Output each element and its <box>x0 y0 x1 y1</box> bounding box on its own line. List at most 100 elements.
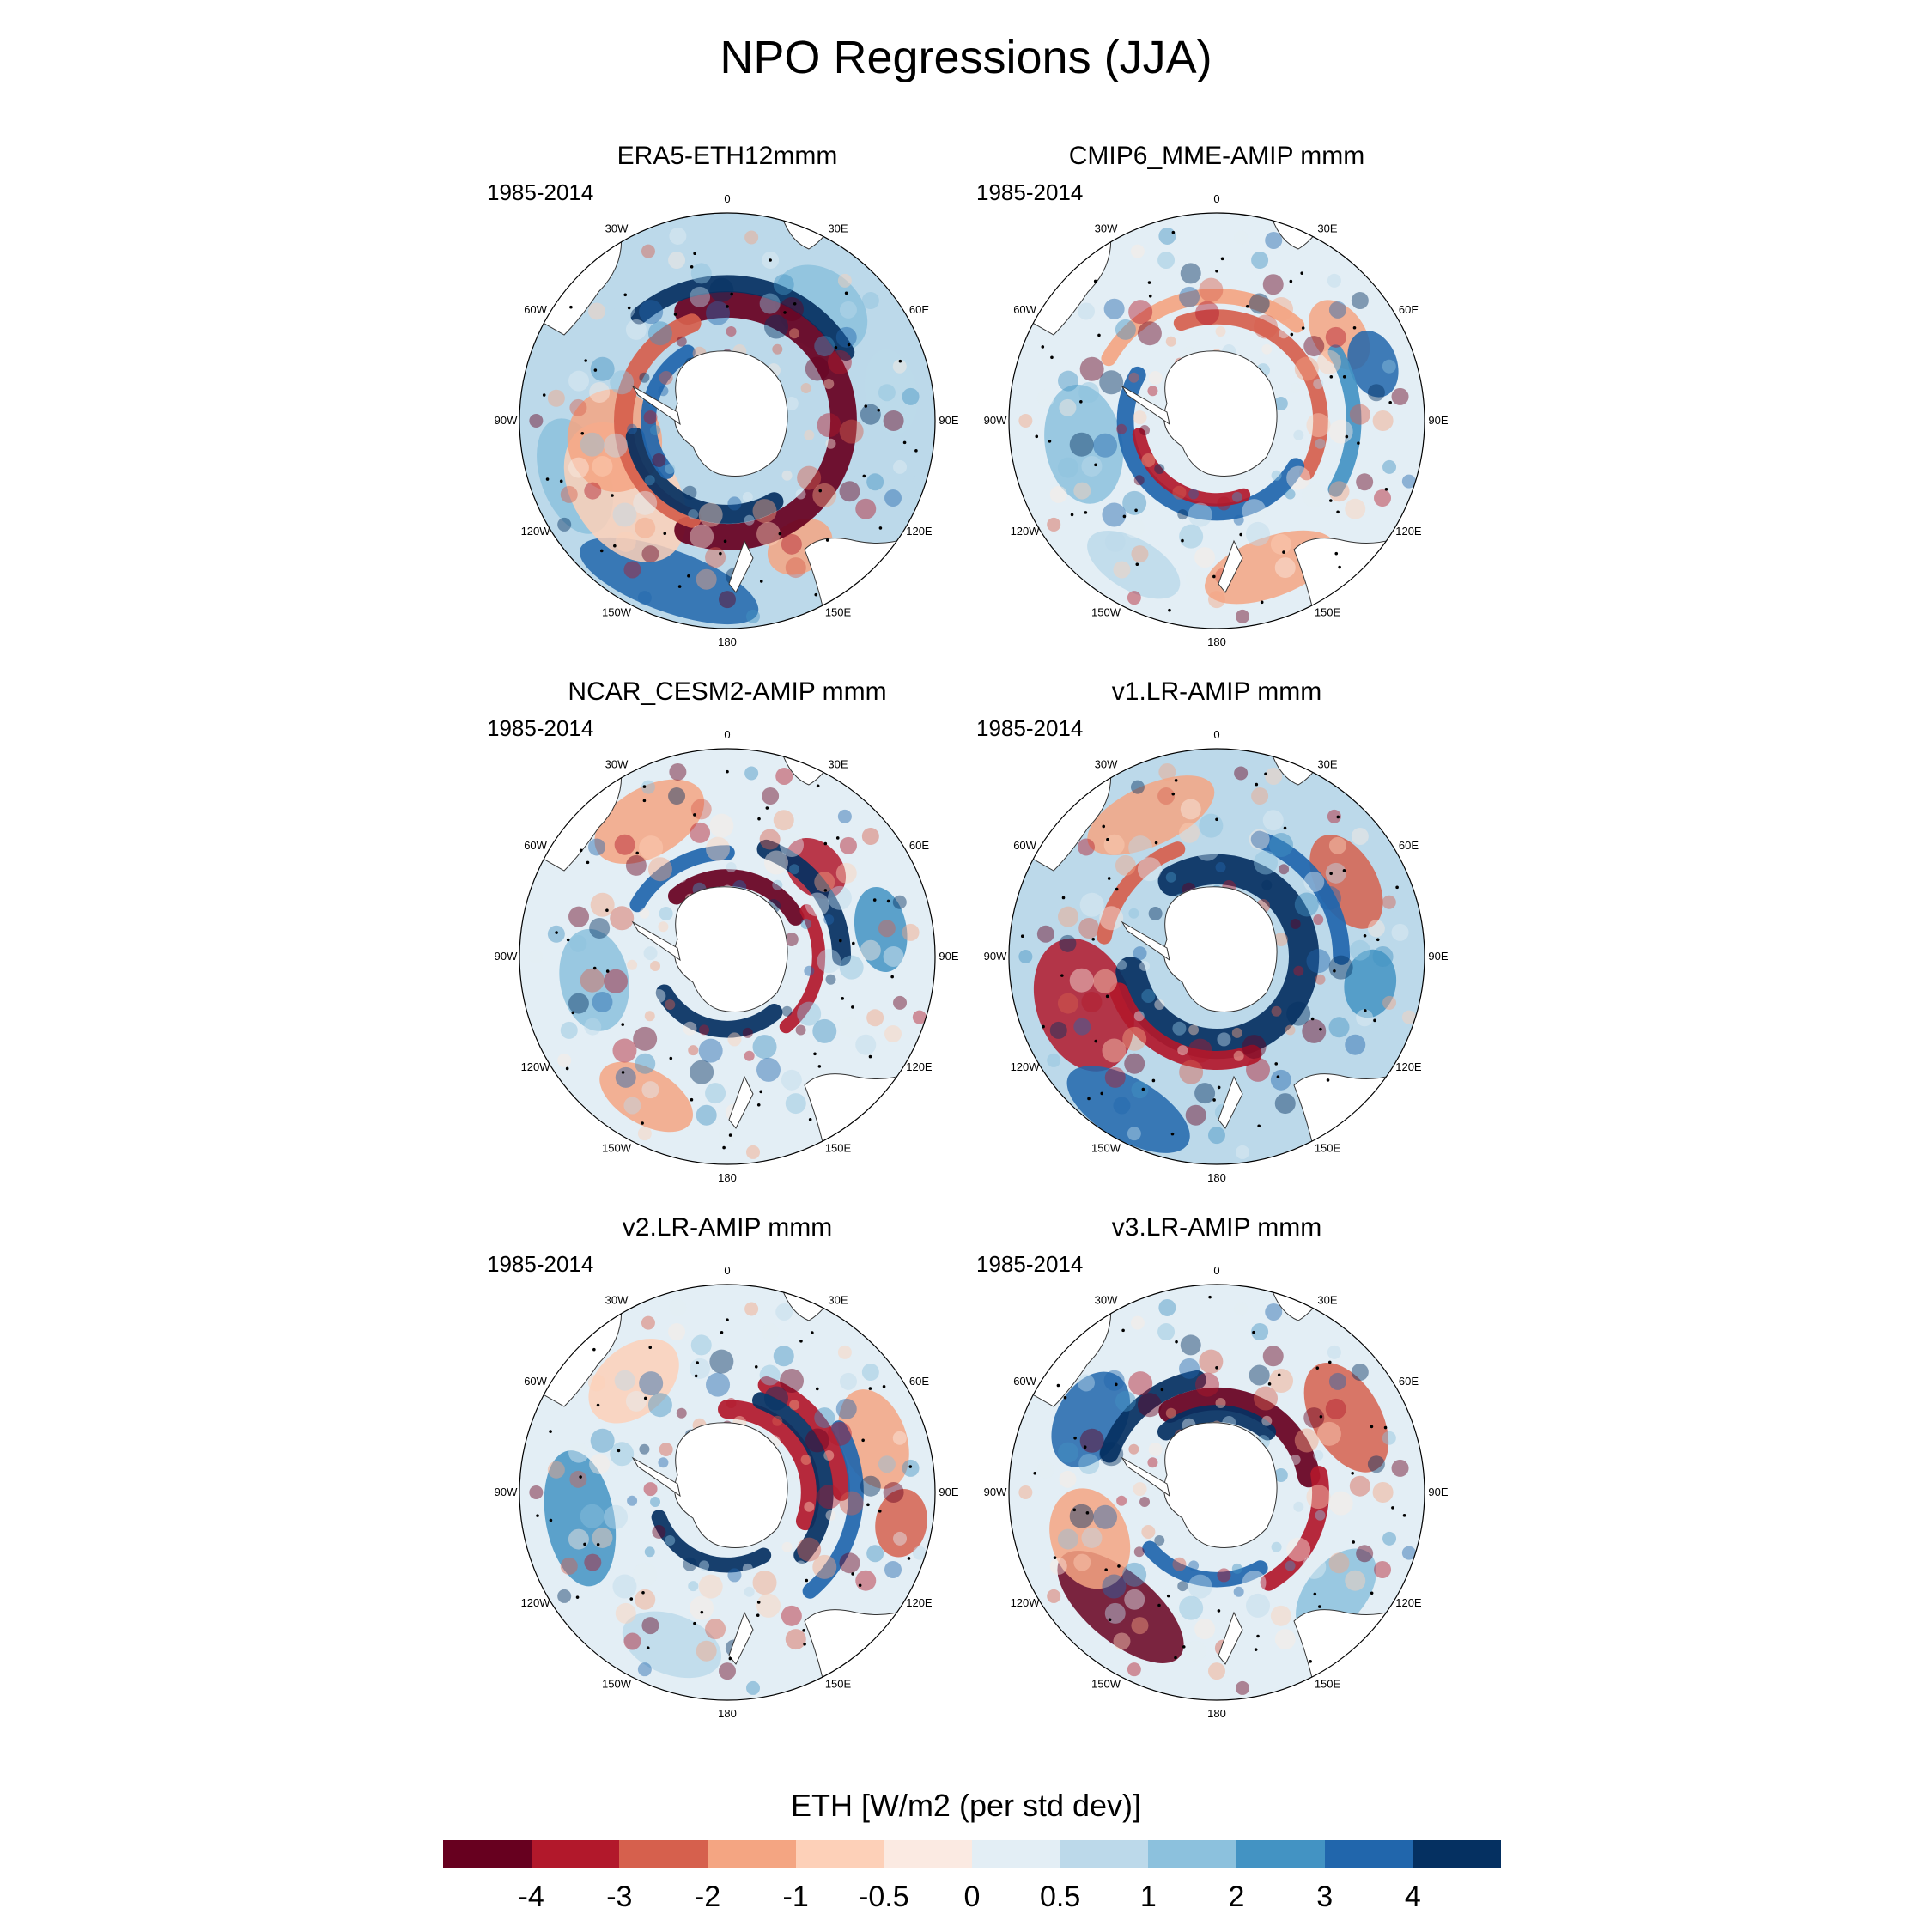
field-speckle <box>641 244 655 258</box>
significance-dot <box>1084 511 1088 514</box>
field-speckle <box>878 1455 896 1473</box>
field-speckle <box>797 1537 822 1562</box>
longitude-label: 150W <box>602 1141 632 1154</box>
significance-dot <box>623 293 628 297</box>
field-speckle <box>789 328 800 339</box>
anomaly-band <box>779 904 826 1034</box>
significance-dot <box>593 368 598 372</box>
panel-title: CMIP6_MME-AMIP mmm <box>1068 142 1365 170</box>
field-speckle <box>568 1528 589 1550</box>
significance-dot <box>799 1340 803 1343</box>
field-speckle <box>825 1510 836 1521</box>
field-speckle <box>746 609 761 623</box>
significance-dot <box>1121 1328 1125 1333</box>
anomaly-band <box>756 839 852 966</box>
significance-dot <box>596 1403 600 1407</box>
field-speckle <box>1391 923 1409 941</box>
significance-dot <box>907 1557 911 1560</box>
field-speckle <box>1057 993 1078 1014</box>
significance-dot <box>1072 1508 1077 1512</box>
field-speckle <box>902 1459 920 1477</box>
anomaly-region <box>1344 949 1397 1018</box>
field-speckle <box>1302 1018 1327 1043</box>
anomaly-band <box>629 845 735 913</box>
significance-dot <box>1174 779 1178 782</box>
significance-dot <box>1157 1603 1161 1607</box>
anomaly-band <box>1158 1387 1321 1488</box>
field-speckle <box>781 1605 802 1626</box>
field-speckle <box>615 1066 636 1088</box>
significance-dot <box>1315 1366 1320 1370</box>
anomaly-band <box>651 1510 772 1573</box>
field-speckle <box>1265 767 1283 785</box>
field-speckle <box>772 1415 783 1426</box>
field-speckle <box>1372 946 1394 967</box>
longitude-label: 60W <box>1013 1375 1036 1388</box>
field-speckle <box>1137 1393 1162 1418</box>
significance-dot <box>690 264 694 269</box>
significance-dot <box>643 1396 647 1400</box>
field-speckle <box>1124 1589 1145 1610</box>
longitude-label: 90W <box>495 414 518 427</box>
significance-dot <box>687 574 690 578</box>
significance-dot <box>1319 1027 1322 1031</box>
field-speckle <box>1081 455 1103 477</box>
significance-dot <box>754 1365 758 1369</box>
significance-dot <box>1352 1540 1355 1544</box>
field-speckle <box>1269 1369 1294 1394</box>
colorbar-swatch <box>1236 1840 1325 1868</box>
anomaly-region <box>1033 938 1134 1072</box>
field-speckle <box>797 1001 822 1026</box>
field-speckle <box>1128 908 1139 919</box>
field-speckle <box>1233 1050 1244 1061</box>
anomaly-band <box>1132 428 1251 507</box>
field-speckle <box>1158 1298 1176 1316</box>
anomaly-band <box>641 344 696 479</box>
significance-dot <box>1104 1568 1108 1572</box>
anomaly-band <box>1097 841 1186 945</box>
anomaly-band <box>1173 309 1328 481</box>
field-speckle <box>756 1057 781 1082</box>
anomaly-band <box>674 291 857 550</box>
field-speckle <box>1179 1060 1204 1084</box>
field-speckle <box>763 850 788 875</box>
field-speckle <box>835 326 857 348</box>
significance-dot <box>1388 400 1392 404</box>
field-speckle <box>589 1454 611 1475</box>
field-speckle <box>1057 457 1078 478</box>
field-speckle <box>855 1570 877 1591</box>
field-speckle <box>590 1428 615 1453</box>
significance-dot <box>1338 565 1341 569</box>
field-speckle <box>1124 517 1145 538</box>
field-speckle <box>1127 591 1141 605</box>
significance-dot <box>1363 933 1367 938</box>
field-speckle <box>1036 1461 1054 1479</box>
field-speckle <box>668 787 686 805</box>
significance-dot <box>1135 562 1139 567</box>
field-speckle <box>1103 298 1125 319</box>
field-speckle <box>1139 1497 1151 1508</box>
significance-dot <box>1102 824 1106 829</box>
colorbar-swatch <box>1324 1840 1413 1868</box>
field-speckle <box>1251 1322 1269 1340</box>
anomaly-region <box>622 1611 722 1679</box>
field-speckle <box>866 1545 884 1563</box>
longitude-label: 30W <box>1095 222 1118 235</box>
field-speckle <box>1374 489 1392 507</box>
map-border <box>519 748 936 1165</box>
significance-dot <box>1134 508 1138 513</box>
map-panel-5: v2.LR-AMIP mmm 1985-2014 0 30E 60E 90E 120E 1… <box>470 1213 985 1728</box>
significance-dot <box>1215 269 1218 273</box>
field-speckle <box>1349 404 1370 425</box>
field-speckle <box>592 455 613 477</box>
field-speckle <box>1262 810 1284 831</box>
colorbar-swatch <box>443 1840 532 1868</box>
field-speckle <box>902 923 920 941</box>
significance-dot <box>1329 375 1334 379</box>
field-speckle <box>1124 1053 1145 1074</box>
field-speckle <box>1069 968 1094 993</box>
field-speckle <box>1316 885 1341 910</box>
field-speckle <box>1215 1398 1226 1409</box>
field-speckle <box>883 410 904 431</box>
field-speckle <box>688 1581 699 1592</box>
